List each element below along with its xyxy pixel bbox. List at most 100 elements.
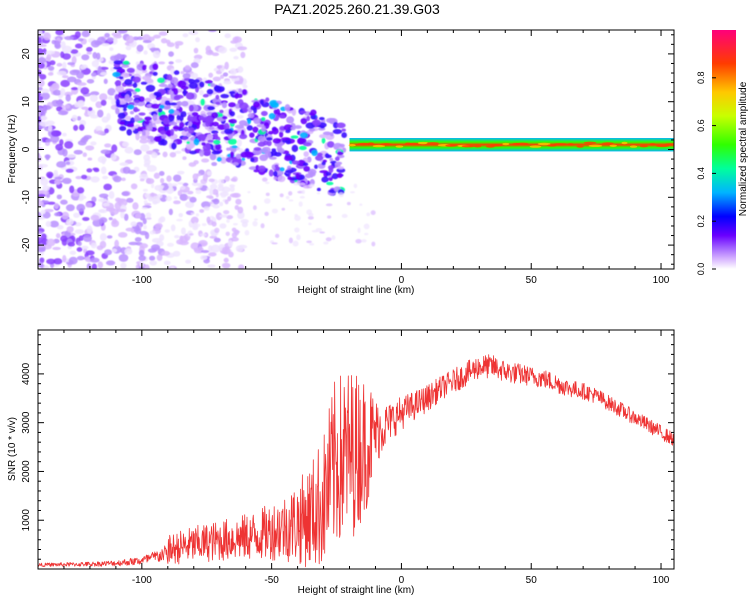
- spectrogram-faint-cell: [364, 232, 369, 236]
- spectrogram-noise-cell: [66, 154, 77, 158]
- spectrogram-faint-cell: [315, 227, 323, 233]
- spectrogram-cluster-cell: [228, 119, 233, 123]
- spectrogram-faint-cell: [279, 193, 284, 198]
- spectrogram-noise-cell: [99, 233, 107, 241]
- spectrogram-cluster-cell: [273, 170, 278, 177]
- spectrogram-noise-cell: [60, 199, 68, 205]
- spectrogram-noise-cell: [159, 234, 165, 242]
- spectrogram-cluster-cell: [168, 121, 178, 126]
- colorbar-tick-label: 0.2: [696, 215, 706, 228]
- spectrogram-cluster-cell: [319, 134, 326, 139]
- spectrogram-cluster-cell: [144, 116, 152, 121]
- spectrogram-noise-cell: [189, 196, 197, 203]
- spectrogram-noise-cell: [92, 51, 98, 59]
- spectrogram-cluster-cell: [126, 123, 135, 128]
- spectrogram-faint-cell: [145, 212, 152, 219]
- spectrogram-faint-cell: [233, 230, 241, 234]
- spectrogram-noise-cell: [41, 88, 50, 93]
- spectrogram-cluster-cell: [337, 166, 344, 170]
- spectrogram-faint-cell: [139, 178, 145, 182]
- colorbar-tick-label: 0.6: [696, 119, 706, 132]
- spectrogram-noise-cell: [95, 125, 103, 132]
- spectrogram-cluster-cell: [173, 70, 180, 75]
- spectrogram-y-tick-label: -20: [21, 237, 32, 252]
- spectrogram-faint-cell: [201, 223, 207, 227]
- spectrogram-noise-cell: [139, 230, 148, 236]
- spectrogram-cluster-cell: [287, 176, 292, 181]
- spectrogram-cluster-cell: [274, 151, 282, 157]
- spectrogram-cluster-cell: [231, 145, 238, 149]
- spectrogram-noise-cell: [130, 221, 137, 227]
- spectrogram-noise-cell: [38, 37, 42, 44]
- spectrogram-cluster-cell: [319, 170, 329, 174]
- spectrogram-cluster-cell: [279, 131, 284, 138]
- tone-hotspot: [417, 141, 429, 145]
- snr-x-tick-label: 100: [653, 575, 670, 586]
- spectrogram-cluster-cell: [326, 141, 335, 148]
- spectrogram-cluster-cell: [145, 135, 154, 139]
- spectrogram-noise-cell: [86, 225, 93, 234]
- spectrogram-noise-cell: [139, 138, 149, 144]
- spectrogram-noise-cell: [185, 259, 192, 264]
- snr-series-line: [38, 354, 674, 568]
- spectrogram-cluster-cell: [283, 124, 294, 132]
- spectrogram-cluster-cell: [294, 125, 302, 129]
- spectrogram-noise-cell: [62, 132, 67, 137]
- spectrogram-noise-cell: [209, 184, 218, 190]
- spectrogram-noise-cell: [237, 206, 244, 214]
- spectrogram-cluster-cell: [302, 162, 309, 167]
- spectrogram-noise-cell: [221, 246, 231, 255]
- spectrogram-cluster-cell: [141, 64, 147, 71]
- spectrogram-noise-cell: [229, 68, 237, 75]
- spectrogram-cluster-cell: [153, 91, 162, 97]
- spectrogram-noise-cell: [76, 82, 87, 86]
- spectrogram-noise-cell: [156, 254, 163, 262]
- spectrogram-cluster-cell: [321, 176, 329, 183]
- spectrogram-faint-cell: [307, 216, 314, 220]
- spectrogram-faint-cell: [331, 235, 336, 240]
- spectrogram-noise-cell: [56, 225, 64, 230]
- spectrogram-faint-cell: [288, 199, 294, 202]
- spectrogram-cluster-cell: [291, 144, 299, 153]
- spectrogram-noise-cell: [120, 262, 127, 269]
- spectrogram-faint-cell: [323, 241, 329, 245]
- spectrogram-cluster-cell: [334, 156, 340, 161]
- spectrogram-noise-cell: [60, 41, 66, 50]
- spectrogram-cluster-cell: [299, 132, 308, 139]
- spectrogram-cluster-cell: [238, 88, 243, 93]
- spectrogram-faint-cell: [207, 219, 214, 226]
- spectrogram-noise-cell: [216, 65, 223, 69]
- spectrogram-noise-cell: [60, 235, 68, 242]
- spectrogram-faint-cell: [370, 210, 376, 216]
- spectrogram-cluster-cell: [212, 139, 221, 145]
- spectrogram-noise-cell: [111, 248, 118, 253]
- spectrogram-cluster-cell: [199, 149, 205, 157]
- spectrogram-cluster-cell: [250, 157, 255, 163]
- spectrogram-noise-cell: [47, 72, 54, 76]
- spectrogram-noise-cell: [168, 51, 174, 57]
- spectrogram-cluster-cell: [173, 88, 179, 96]
- spectrogram-cluster-cell: [164, 100, 171, 106]
- spectrogram-noise-cell: [76, 255, 85, 261]
- spectrogram-cluster-cell: [228, 102, 236, 108]
- spectrogram-noise-cell: [190, 216, 199, 224]
- spectrogram-noise-cell: [166, 175, 172, 182]
- spectrogram-noise-cell: [178, 212, 184, 218]
- spectrogram-noise-cell: [38, 142, 42, 147]
- spectrogram-noise-cell: [169, 266, 175, 269]
- spectrogram-noise-cell: [64, 140, 74, 149]
- spectrogram-cluster-cell: [266, 136, 273, 141]
- tone-hotspot: [567, 143, 574, 146]
- spectrogram-noise-cell: [207, 264, 216, 268]
- spectrogram-noise-cell: [38, 86, 43, 91]
- spectrogram-noise-cell: [230, 40, 238, 44]
- spectrogram-noise-cell: [158, 83, 168, 88]
- spectrogram-noise-cell: [76, 71, 85, 79]
- spectrogram-noise-cell: [86, 168, 93, 173]
- spectrogram-cluster-cell: [304, 173, 312, 179]
- spectrogram-cluster-cell: [212, 121, 219, 127]
- spectrogram-noise-cell: [227, 240, 233, 248]
- spectrogram-noise-cell: [97, 109, 104, 118]
- spectrogram-cluster-cell: [188, 78, 195, 84]
- snr-x-tick-label: 0: [399, 575, 405, 586]
